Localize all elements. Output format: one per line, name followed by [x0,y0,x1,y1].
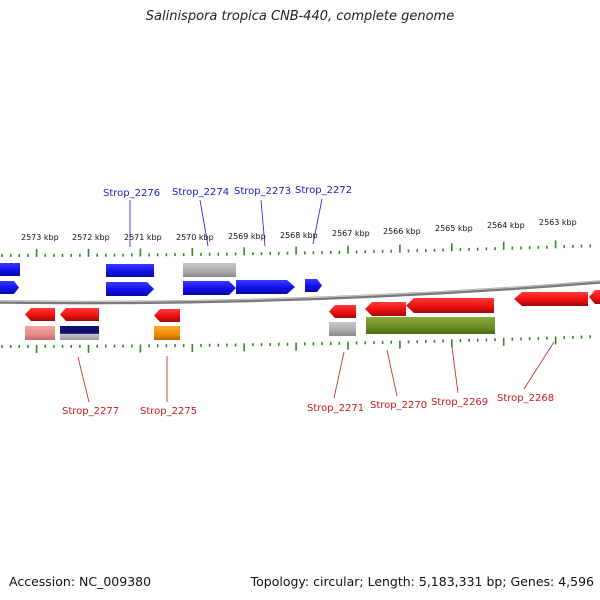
scale-label: 2565 kbp [435,224,473,233]
forward-gene-labels: Strop_2276 Strop_2274 Strop_2273 Strop_2… [103,185,352,247]
leader-line [333,351,345,399]
feature-forward-arrow [183,281,236,295]
feature-reverse-arrow [406,298,494,313]
genome-summary-text: Topology: circular; Length: 5,183,331 bp… [250,574,594,589]
leader-line [523,341,555,390]
scale-label: 2564 kbp [487,221,525,230]
feature-forward-arrow [106,282,154,296]
scale-label: 2572 kbp [72,233,110,242]
scale-label: 2568 kbp [280,231,318,240]
feature-forward-box [0,263,20,276]
feature-reverse-arrow [589,290,600,304]
gene-label: Strop_2271 [307,403,364,414]
gene-label: Strop_2275 [140,406,197,417]
feature-gray-box [183,263,236,277]
accession-text: Accession: NC_009380 [9,574,152,589]
scale-label: 2563 kbp [539,218,577,227]
scale-label: 2567 kbp [332,229,370,238]
feature-reverse-arrow [329,305,356,318]
leader-line [199,199,209,247]
gene-label: Strop_2268 [497,393,554,404]
gene-label: Strop_2272 [295,185,352,196]
genome-title: Salinispora tropica CNB-440, complete ge… [145,9,455,24]
feature-forward-arrow [236,280,295,294]
scale-ticks-forward [1,240,592,257]
leader-line [451,346,459,394]
scale-label: 2570 kbp [176,233,214,242]
feature-reverse-arrow [25,308,55,321]
feature-reverse-arrow [514,292,588,306]
gene-label: Strop_2276 [103,188,160,199]
scale-label: 2573 kbp [21,233,59,242]
reverse-gene-labels: Strop_2277 Strop_2275 Strop_2271 Strop_2… [62,341,555,417]
feature-orange-box [154,326,180,340]
leader-line [77,356,90,403]
scale-labels: 2573 kbp 2572 kbp 2571 kbp 2570 kbp 2569… [21,218,577,242]
scale-label: 2566 kbp [383,227,421,236]
leader-line [312,198,323,245]
feature-reverse-arrow [60,308,99,321]
gene-label: Strop_2270 [370,400,427,411]
forward-strand-features [0,263,322,296]
leader-line [260,199,266,247]
genome-backbone [0,280,600,305]
feature-reverse-arrow [365,302,406,316]
feature-forward-arrow [305,279,322,292]
leader-line [386,349,398,397]
feature-navy-box [60,326,99,340]
reverse-strand-features [25,290,600,340]
gene-label: Strop_2269 [431,397,488,408]
feature-reverse-arrow [154,309,180,322]
feature-olive-box [366,317,495,334]
gene-label: Strop_2274 [172,187,229,198]
genome-backbone-highlight [0,280,600,303]
scale-label: 2569 kbp [228,232,266,241]
feature-gray-box [329,322,356,336]
gene-label: Strop_2273 [234,186,291,197]
feature-forward-arrow [0,281,19,294]
feature-forward-box [106,264,154,277]
gene-label: Strop_2277 [62,406,119,417]
scale-label: 2571 kbp [124,233,162,242]
scale-ticks-reverse [1,335,592,353]
feature-pink-box [25,326,55,340]
